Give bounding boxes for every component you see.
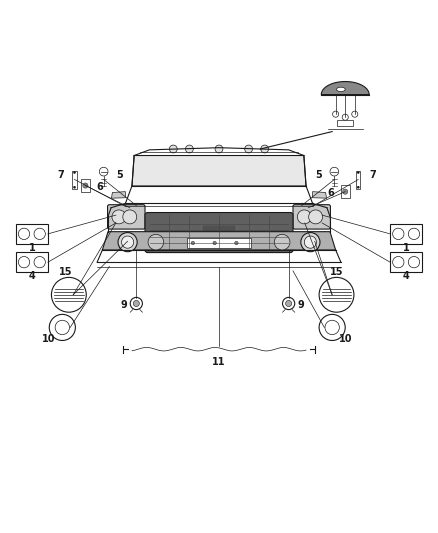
Text: 10: 10 bbox=[42, 334, 56, 344]
Circle shape bbox=[99, 167, 108, 176]
FancyBboxPatch shape bbox=[145, 213, 293, 253]
Circle shape bbox=[309, 210, 322, 224]
Circle shape bbox=[18, 256, 30, 268]
Bar bbox=[202, 225, 236, 243]
Circle shape bbox=[130, 297, 142, 310]
Polygon shape bbox=[112, 192, 125, 198]
Text: 1: 1 bbox=[403, 243, 410, 253]
Text: 4: 4 bbox=[403, 271, 410, 281]
Circle shape bbox=[133, 301, 139, 306]
FancyBboxPatch shape bbox=[16, 224, 47, 244]
Text: 6: 6 bbox=[97, 182, 103, 192]
FancyBboxPatch shape bbox=[16, 252, 47, 272]
Circle shape bbox=[286, 301, 292, 306]
Circle shape bbox=[408, 228, 420, 239]
Circle shape bbox=[357, 171, 360, 174]
Circle shape bbox=[325, 320, 339, 335]
Text: 10: 10 bbox=[339, 334, 352, 344]
Bar bbox=[187, 238, 251, 248]
Polygon shape bbox=[313, 192, 326, 198]
Circle shape bbox=[352, 111, 358, 117]
Circle shape bbox=[73, 171, 76, 174]
Text: 15: 15 bbox=[330, 268, 343, 277]
Text: 15: 15 bbox=[59, 268, 73, 277]
Circle shape bbox=[18, 228, 30, 239]
Text: 11: 11 bbox=[212, 357, 226, 367]
Circle shape bbox=[148, 235, 164, 250]
Circle shape bbox=[73, 186, 76, 189]
Circle shape bbox=[392, 256, 404, 268]
Text: 6: 6 bbox=[327, 188, 334, 198]
FancyBboxPatch shape bbox=[293, 205, 330, 229]
Text: 5: 5 bbox=[116, 170, 123, 180]
Bar bbox=[341, 185, 350, 198]
Circle shape bbox=[301, 232, 320, 252]
FancyBboxPatch shape bbox=[391, 224, 422, 244]
Circle shape bbox=[34, 256, 46, 268]
Circle shape bbox=[191, 241, 194, 245]
Circle shape bbox=[297, 210, 311, 224]
Text: 9: 9 bbox=[297, 300, 304, 310]
Circle shape bbox=[123, 210, 137, 224]
Text: 7: 7 bbox=[369, 170, 376, 180]
Text: 1: 1 bbox=[28, 243, 35, 253]
Circle shape bbox=[304, 236, 317, 248]
Polygon shape bbox=[102, 232, 336, 250]
Circle shape bbox=[342, 114, 348, 120]
Circle shape bbox=[357, 186, 360, 189]
Circle shape bbox=[343, 189, 348, 194]
Bar bbox=[81, 179, 90, 192]
Circle shape bbox=[118, 232, 137, 252]
Circle shape bbox=[245, 145, 253, 153]
Circle shape bbox=[34, 228, 46, 239]
Bar bbox=[356, 171, 360, 189]
Text: 5: 5 bbox=[315, 170, 322, 180]
Bar bbox=[337, 120, 353, 126]
Bar bbox=[72, 171, 77, 189]
Text: 7: 7 bbox=[57, 170, 64, 180]
Circle shape bbox=[112, 210, 126, 224]
Circle shape bbox=[83, 183, 88, 188]
Ellipse shape bbox=[336, 87, 345, 92]
Circle shape bbox=[185, 145, 193, 153]
Polygon shape bbox=[321, 82, 369, 94]
Text: 9: 9 bbox=[121, 300, 127, 310]
Circle shape bbox=[392, 228, 404, 239]
Circle shape bbox=[235, 241, 238, 245]
FancyBboxPatch shape bbox=[108, 205, 145, 229]
Circle shape bbox=[332, 111, 339, 117]
Circle shape bbox=[55, 320, 70, 335]
Circle shape bbox=[261, 145, 268, 153]
Circle shape bbox=[330, 167, 339, 176]
Circle shape bbox=[408, 256, 420, 268]
Circle shape bbox=[121, 236, 134, 248]
Circle shape bbox=[170, 145, 177, 153]
Circle shape bbox=[51, 277, 86, 312]
Text: 4: 4 bbox=[28, 271, 35, 281]
Circle shape bbox=[319, 314, 345, 341]
Circle shape bbox=[283, 297, 295, 310]
FancyBboxPatch shape bbox=[391, 252, 422, 272]
Circle shape bbox=[215, 145, 223, 153]
Circle shape bbox=[49, 314, 75, 341]
Circle shape bbox=[213, 241, 216, 245]
Polygon shape bbox=[132, 156, 306, 186]
Circle shape bbox=[319, 277, 354, 312]
Circle shape bbox=[274, 235, 290, 250]
